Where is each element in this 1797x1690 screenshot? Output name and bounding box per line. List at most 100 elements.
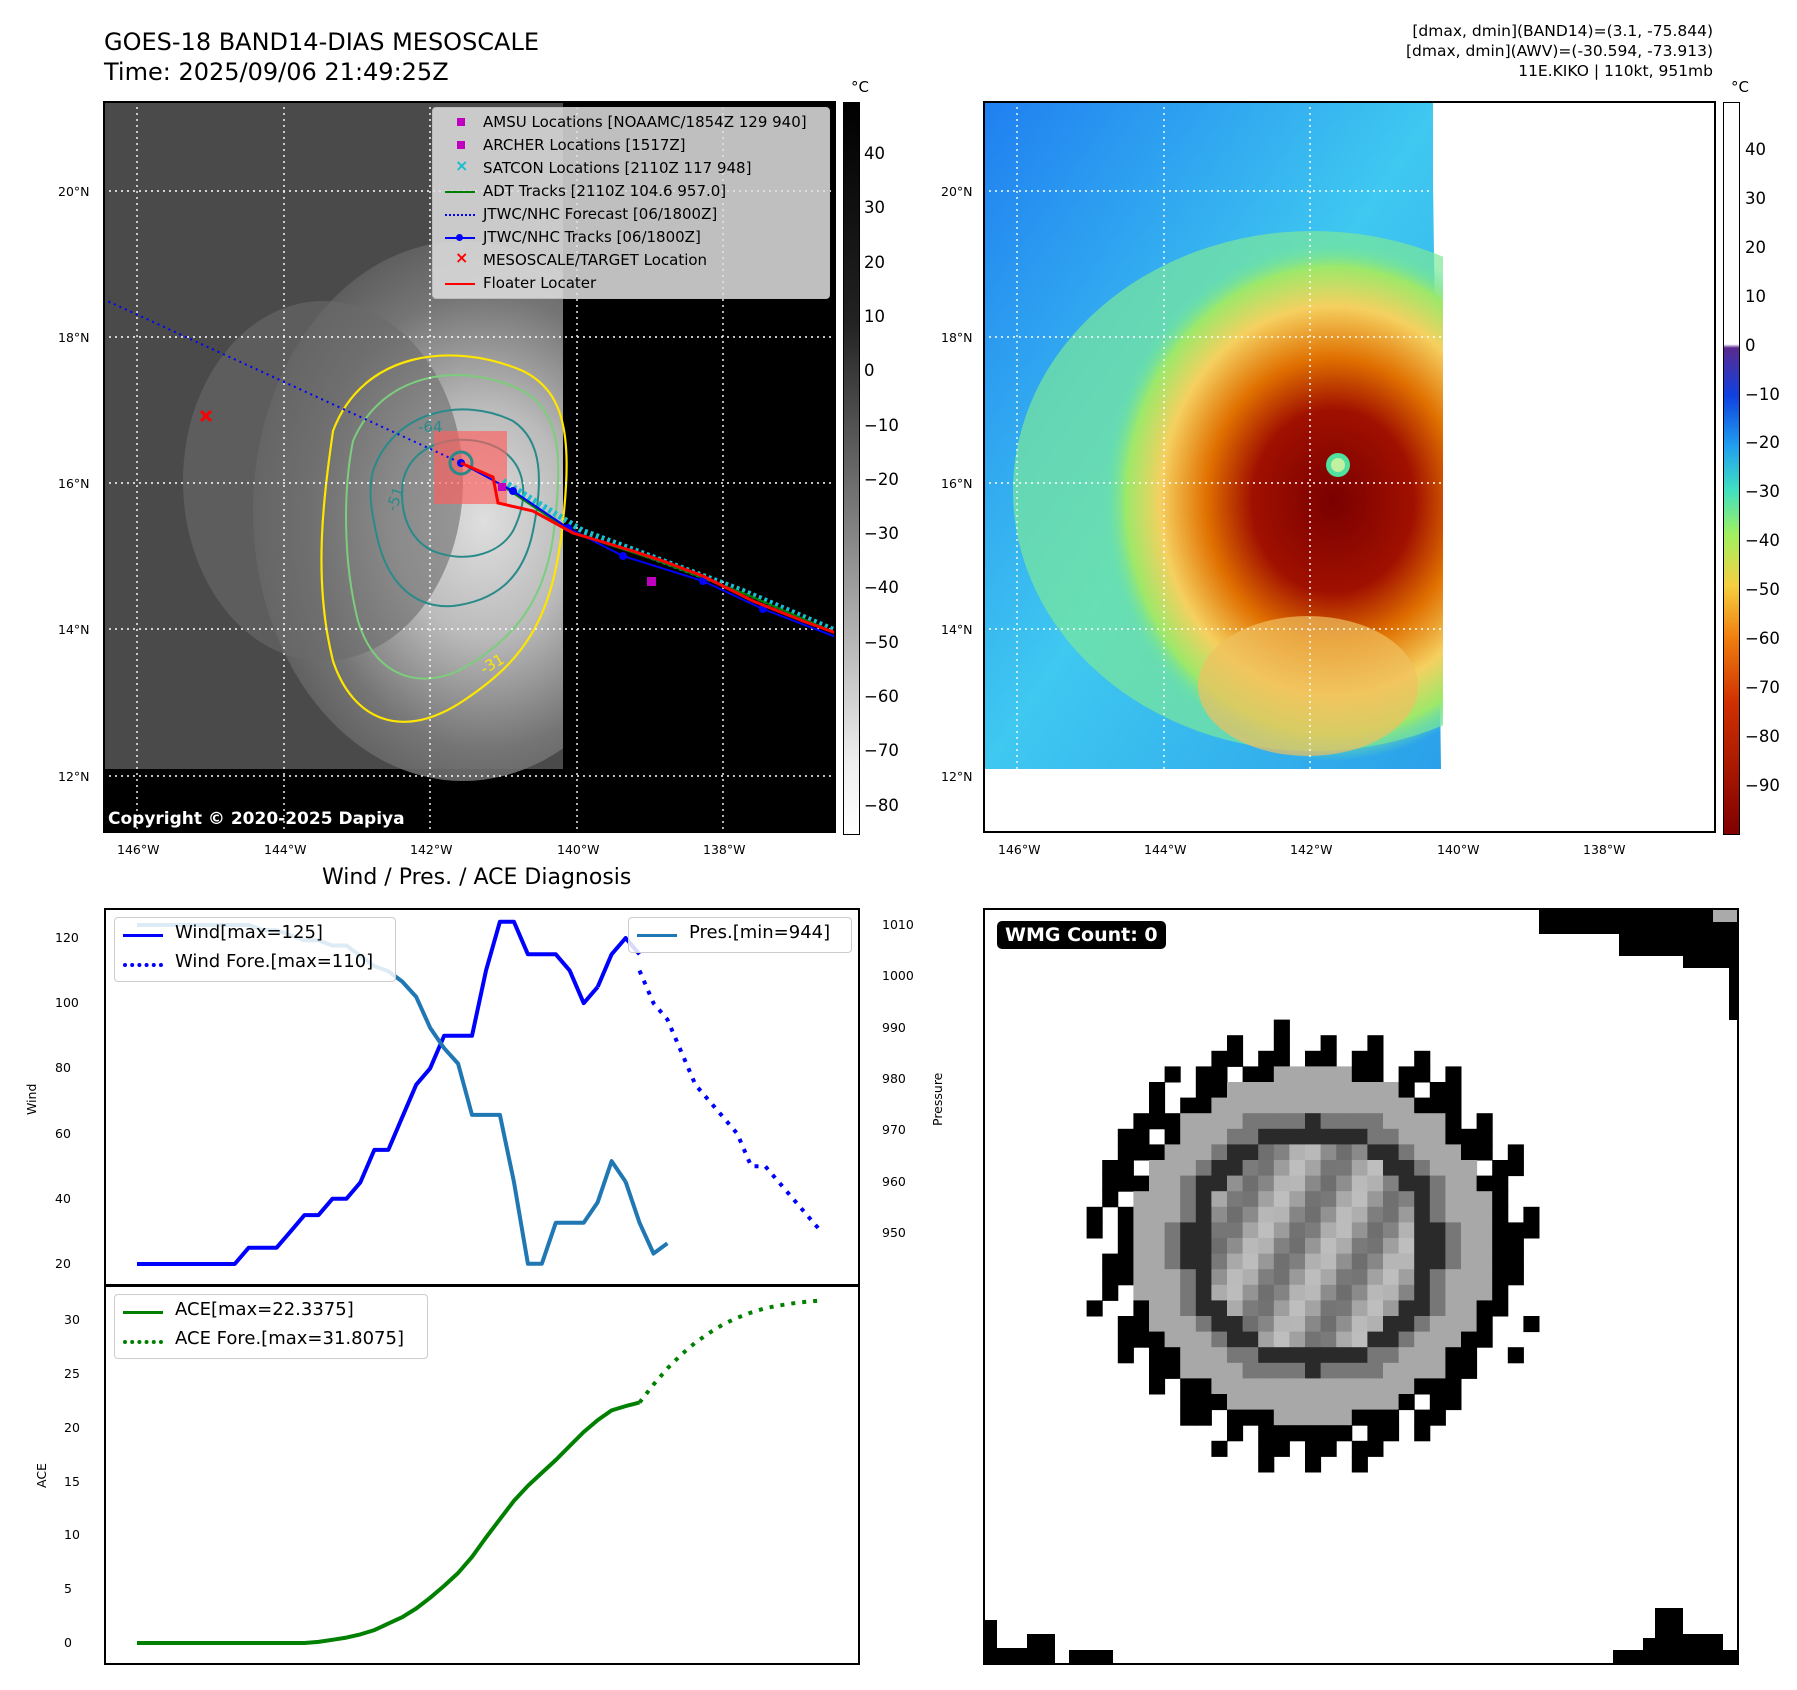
wmg-pixel [1367,1206,1384,1223]
wmg-pixel [1149,1238,1166,1255]
wmg-pixel [1414,1050,1431,1067]
lon-label-142w: 142°W [410,842,453,857]
wmg-pixel [1305,1300,1322,1317]
wmg-pixel [1414,1331,1431,1348]
wmg-pixel [1383,1425,1400,1442]
wmg-pixel [1273,1269,1290,1286]
legend-label: JTWC/NHC Tracks [06/1800Z] [483,228,701,246]
wmg-pixel [1336,1394,1353,1411]
wmg-pixel [1258,1284,1275,1301]
wmg-pixel [1180,1362,1197,1379]
wmg-pixel [1133,1316,1150,1333]
band14-tick-label: −70 [864,741,899,761]
wmg-pixel [1336,1082,1353,1099]
wmg-pixel [1305,1222,1322,1239]
wmg-pixel [1320,1347,1337,1364]
wmg-pixel [1507,1347,1524,1364]
wmg-pixel [1367,1128,1384,1145]
wmg-pixel [1414,1269,1431,1286]
wmg-pixel [1180,1284,1197,1301]
wmg-pixel [1149,1347,1166,1364]
wmg-pixel [1445,1097,1462,1114]
wmg-pixel [1351,1144,1368,1161]
wmg-pixel [1195,1300,1212,1317]
legend-label: JTWC/NHC Forecast [06/1800Z] [483,205,718,223]
forecast-legend-icon [445,214,475,216]
wmg-pixel [1133,1269,1150,1286]
wmg-pixel [1273,1316,1290,1333]
wmg-pixel [1523,1316,1540,1333]
wmg-pixel [1383,1378,1400,1395]
wmg-pixel [1273,1206,1290,1223]
wmg-pixel [1149,1331,1166,1348]
wmg-pixel [1445,1175,1462,1192]
wmg-pixel [1289,1144,1306,1161]
wmg-pixel [1476,1144,1493,1161]
lon-label-144w: 144°W [264,842,307,857]
figure-time: Time: 2025/09/06 21:49:25Z [104,58,449,86]
wmg-pixel [1320,1331,1337,1348]
wmg-pixel [1149,1253,1166,1270]
wmg-pixel [1305,1316,1322,1333]
wmg-pixel [1242,1128,1259,1145]
wmg-pixel [1258,1238,1275,1255]
wmg-pixel [1383,1409,1400,1426]
wmg-pixel-grid [1086,1019,1540,1473]
satcon-track [501,478,836,634]
wmg-pixel [1398,1362,1415,1379]
wmg-pixel [1461,1191,1478,1208]
wmg-pixel [1211,1331,1228,1348]
series-line-pres-1 [623,1181,669,1256]
awv-gridlines [983,101,1716,833]
wmg-pixel [1211,1206,1228,1223]
wmg-pixel [1461,1206,1478,1223]
awv-tick-label: 0 [1745,335,1756,355]
wmg-pixel [1273,1066,1290,1083]
legend-item-target: × MESOSCALE/TARGET Location [443,248,823,273]
wmg-pixel [1149,1206,1166,1223]
wmg-pixel [1273,1082,1290,1099]
wmg-pixel [1507,1144,1524,1161]
wmg-pixel [1242,1331,1259,1348]
wmg-pixel [1367,1113,1384,1130]
wmg-pixel [1367,1378,1384,1395]
wmg-pixel [1461,1362,1478,1379]
wmg-pixel [1195,1113,1212,1130]
target-legend-icon: × [455,248,469,267]
wmg-pixel [1461,1253,1478,1270]
wmg-pixel [1320,1269,1337,1286]
wmg-pixel [1180,1269,1197,1286]
wmg-pixel [1117,1253,1134,1270]
wmg-pixel [1414,1284,1431,1301]
wmg-pixel [1336,1269,1353,1286]
lon-label-140w: 140°W [557,842,600,857]
wmg-pixel [1476,1300,1493,1317]
wmg-pixel [1195,1378,1212,1395]
wmg-pixel [1195,1284,1212,1301]
wmg-pixel [1180,1128,1197,1145]
wmg-pixel [1367,1409,1384,1426]
wmg-pixel [1258,1316,1275,1333]
wmg-pixel [1211,1050,1228,1067]
wmg-pixel [1258,1394,1275,1411]
wmg-pixel [1367,1269,1384,1286]
wmg-pixel [1336,1222,1353,1239]
wmg-pixel [1461,1316,1478,1333]
wmg-pixel [1133,1113,1150,1130]
target-location-marker [199,409,213,423]
wmg-pixel [1258,1082,1275,1099]
legend-label: SATCON Locations [2110Z 117 948] [483,159,752,177]
awv-tick-label: 10 [1745,286,1766,306]
wmg-pixel [1164,1269,1181,1286]
wmg-pixel [1351,1253,1368,1270]
wmg-pixel [1227,1128,1244,1145]
ace-axis-label: ACE [34,1463,49,1488]
wmg-pixel [1195,1066,1212,1083]
wmg-pixel [1523,1222,1540,1239]
wmg-pixel [1133,1206,1150,1223]
wmg-pixel [1273,1409,1290,1426]
awv-lat-20n: 20°N [941,184,973,199]
wmg-pixel [1211,1394,1228,1411]
wmg-pixel [1351,1331,1368,1348]
ace-tick-label: 0 [64,1635,72,1650]
